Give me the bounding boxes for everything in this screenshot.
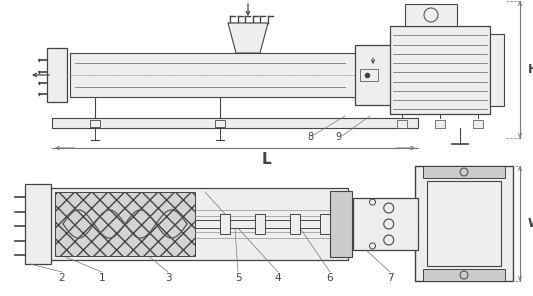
Text: 2: 2 (59, 273, 66, 283)
Bar (55, 192, 195, 256)
Text: 6: 6 (327, 273, 333, 283)
Polygon shape (228, 23, 268, 53)
Bar (405, 4, 457, 26)
Text: 8: 8 (307, 132, 313, 142)
Bar (255, 214, 265, 234)
Bar (353, 198, 418, 250)
Text: 9: 9 (335, 132, 341, 142)
Bar (473, 120, 483, 128)
Bar (90, 120, 100, 127)
Bar (70, 53, 375, 97)
Text: 1: 1 (99, 273, 106, 283)
Bar (427, 181, 501, 266)
Text: 7: 7 (386, 273, 393, 283)
Bar (195, 220, 333, 228)
Text: H: H (528, 63, 533, 76)
Bar (25, 184, 51, 264)
Text: 3: 3 (165, 273, 171, 283)
Bar (360, 69, 378, 81)
Text: 4: 4 (274, 273, 281, 283)
Text: W: W (528, 217, 533, 230)
Bar (320, 214, 330, 234)
Bar (215, 120, 225, 127)
Bar (415, 166, 513, 281)
Text: 5: 5 (235, 273, 241, 283)
Bar (423, 166, 505, 178)
Bar (47, 48, 67, 102)
Bar (435, 120, 445, 128)
Bar (490, 34, 504, 106)
Bar (290, 214, 300, 234)
Bar (52, 118, 418, 128)
Bar (330, 191, 352, 257)
Bar (355, 45, 405, 105)
Bar (423, 269, 505, 281)
Text: L: L (261, 152, 271, 168)
Bar (390, 26, 490, 114)
Bar (220, 214, 230, 234)
Bar (397, 120, 407, 128)
Bar (50, 188, 348, 260)
